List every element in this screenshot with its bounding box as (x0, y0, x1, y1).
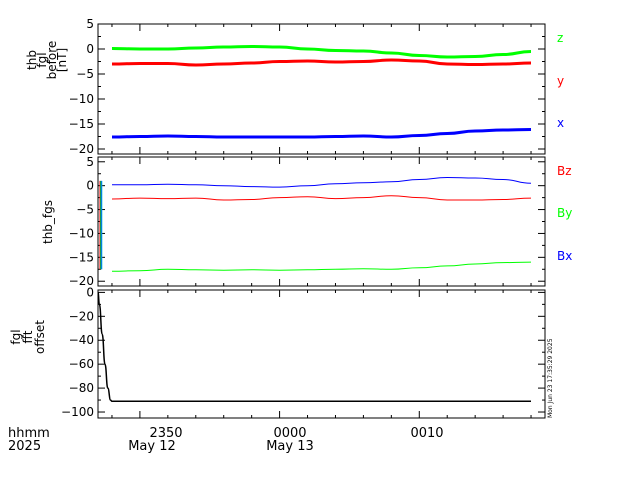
series-line (111, 58, 532, 67)
y-tick-label: −80 (69, 381, 94, 395)
y-axis-label-line: thb_fgs (41, 200, 55, 244)
y-tick-label: 0 (86, 179, 94, 193)
y-tick-label: −5 (76, 203, 94, 217)
y-tick-label: −10 (69, 92, 94, 106)
x-tick-label-time: 2350 (149, 426, 182, 441)
y-tick-label: −15 (69, 250, 94, 264)
y-tick-label: 0 (86, 285, 94, 299)
series-line (111, 195, 532, 201)
y-tick-label: −60 (69, 357, 94, 371)
y-axis-label-line: [nT] (55, 48, 69, 72)
series-line (111, 261, 532, 272)
legend-label: By (557, 206, 572, 220)
x-tick-label-time: 0010 (410, 426, 443, 441)
plot-frame (97, 289, 546, 419)
y-tick-label: −20 (69, 309, 94, 323)
y-tick-label: −10 (69, 226, 94, 240)
y-axis-label-line: thb (25, 50, 39, 70)
x-axis-title-line2: 2025 (8, 439, 41, 454)
y-axis-label-line: fgl (35, 52, 49, 67)
y-axis-label-line: offset (33, 320, 47, 354)
series-line (98, 291, 531, 403)
y-tick-label: 5 (86, 155, 94, 169)
panels: 50−5−10−15−20thbfglbefore[nT]zyx50−5−10−… (9, 17, 572, 419)
y-tick-label: −20 (69, 142, 94, 156)
y-axis-label-line: before (45, 41, 59, 80)
series-line (111, 128, 532, 139)
plot-frame (97, 23, 546, 155)
legend-label: x (557, 116, 564, 130)
x-tick-label-date: May 12 (128, 439, 176, 454)
x-axis-title-line1: hhmm (8, 426, 50, 441)
y-tick-label: −15 (69, 117, 94, 131)
series-line (111, 44, 532, 59)
y-tick-label: −20 (69, 274, 94, 288)
x-axis-labels: hhmm 2025 2350 May 12 0000 May 13 0010 (8, 426, 444, 454)
x-tick-label-time: 0000 (273, 426, 306, 441)
y-tick-label: 0 (86, 42, 94, 56)
y-tick-label: −5 (76, 67, 94, 81)
y-tick-label: −100 (61, 405, 94, 419)
y-axis-label-line: fft (21, 330, 35, 343)
series-line (111, 176, 532, 188)
legend-label: Bx (557, 249, 572, 263)
legend-label: y (557, 74, 564, 88)
timestamp: Mon Jun 23 17:35:29 2025 (547, 338, 554, 418)
legend-label: z (557, 31, 563, 45)
x-tick-label-date: May 13 (266, 439, 314, 454)
plot-frame (97, 156, 546, 287)
legend-label: Bz (557, 164, 572, 178)
y-tick-label: 5 (86, 17, 94, 31)
panel: 5 0 −5 −10 −15 −20 thb_fgs Bz By Bx (41, 155, 572, 288)
y-tick-label: −40 (69, 333, 94, 347)
y-axis-label-line: fgl (9, 329, 23, 344)
